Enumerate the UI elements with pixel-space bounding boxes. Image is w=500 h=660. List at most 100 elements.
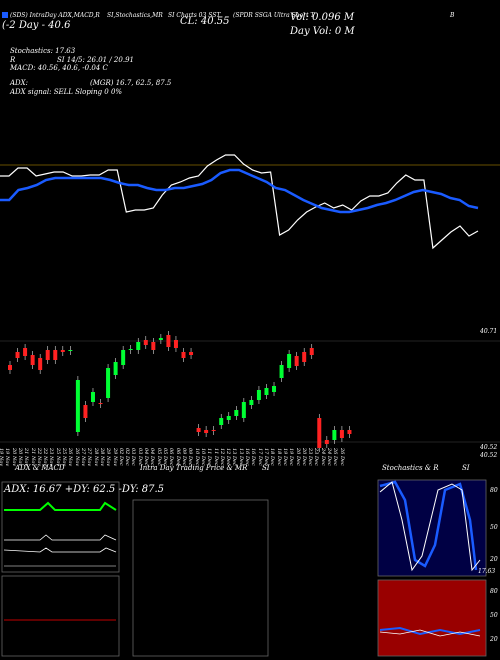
stoch-tick-80: 80 bbox=[490, 487, 498, 494]
candle bbox=[332, 430, 337, 440]
candle bbox=[113, 362, 118, 375]
candle bbox=[151, 342, 156, 350]
price-bottom-label: 40.52 bbox=[480, 444, 498, 451]
date-label: 29 Nov bbox=[105, 448, 112, 467]
date-label: 26 Nov bbox=[73, 448, 80, 467]
candle bbox=[317, 418, 322, 448]
date-label: 26 Dec bbox=[338, 448, 345, 466]
stoch-tick-20: 20 bbox=[490, 556, 498, 563]
candle bbox=[45, 350, 50, 360]
ticker-line: (SDS) IntraDay ADX,MACD,R bbox=[10, 12, 100, 19]
candle bbox=[309, 348, 314, 355]
candle bbox=[121, 350, 126, 365]
date-label: 20 Dec bbox=[300, 448, 307, 466]
candle bbox=[181, 352, 186, 358]
rsi-label: SI 14/5: 26.01 / 20.91 bbox=[57, 56, 134, 64]
candle bbox=[106, 368, 111, 398]
macd-label: MACD: 40.56, 40.6, -0.04 C bbox=[10, 64, 108, 72]
candle bbox=[272, 386, 277, 392]
stoch-white-line bbox=[379, 481, 481, 572]
rsi-tick-80: 80 bbox=[490, 588, 498, 595]
candle bbox=[83, 405, 88, 418]
date-label: 26 Dec bbox=[332, 448, 339, 466]
candle bbox=[128, 349, 133, 350]
candle bbox=[219, 418, 224, 425]
stoch-side-label: 17.63 bbox=[478, 568, 496, 575]
mrsi-panel-title-tail: SI bbox=[262, 464, 270, 472]
candle bbox=[158, 338, 163, 340]
candle bbox=[226, 416, 231, 420]
stoch-panel-title: Stochastics & R bbox=[382, 464, 439, 472]
adx-green-line bbox=[4, 501, 117, 511]
date-label: 18 Dec bbox=[275, 448, 282, 466]
adx-signal: ADX signal: SELL Sloping 0 0% bbox=[10, 88, 123, 96]
candle bbox=[189, 352, 194, 355]
stoch-label: Stochastics: 17.63 bbox=[10, 47, 76, 55]
candle bbox=[60, 350, 65, 352]
rsi-white-line bbox=[379, 629, 481, 637]
ticker-line-tail: B bbox=[450, 12, 455, 19]
ticker-line-right: (SPDR SSGA Ultra Short T bbox=[233, 12, 315, 19]
candle bbox=[204, 430, 209, 433]
vol-label: Vol: 0.096 M bbox=[290, 12, 355, 23]
rsi-tick-50: 50 bbox=[490, 612, 498, 619]
candle bbox=[324, 440, 329, 444]
candle bbox=[339, 430, 344, 438]
adx-white-line bbox=[4, 534, 117, 541]
rsi-blue-line bbox=[379, 626, 481, 636]
indicator-line-white bbox=[0, 154, 479, 250]
stoch-panel-title-tail: SI bbox=[462, 464, 470, 472]
date-label: 28 Nov bbox=[92, 448, 99, 467]
legend-swatch bbox=[2, 12, 8, 20]
date-label: 24 Dec bbox=[319, 448, 326, 466]
indicator-line-blue bbox=[0, 168, 479, 214]
day-label: (-2 Day - 40.6 bbox=[2, 20, 71, 31]
candle bbox=[294, 356, 299, 366]
rsi-tick-20: 20 bbox=[490, 636, 498, 643]
mrsi-panel-title: Intra Day Trading Price & MR bbox=[140, 464, 248, 472]
date-label: 23 Dec bbox=[313, 448, 320, 466]
date-label: 16 Dec bbox=[250, 448, 257, 466]
adx-values: (MGR) 16.7, 62.5, 87.5 bbox=[90, 79, 172, 87]
date-label: 19 Dec bbox=[288, 448, 295, 466]
candle bbox=[15, 352, 20, 358]
candle bbox=[196, 428, 201, 432]
adx-white-line-2 bbox=[3, 547, 117, 553]
adx-panel-title: ADX & MACD bbox=[15, 464, 65, 472]
date-label: 19 Nov bbox=[4, 448, 11, 467]
candle bbox=[23, 348, 28, 356]
candle bbox=[347, 430, 352, 434]
candle bbox=[90, 392, 95, 402]
candle bbox=[302, 352, 307, 362]
candle bbox=[173, 340, 178, 348]
candle bbox=[287, 354, 292, 368]
stoch-tick-50: 50 bbox=[490, 524, 498, 531]
candle bbox=[264, 388, 269, 395]
candle bbox=[143, 340, 148, 345]
adx-label: ADX: bbox=[10, 79, 29, 87]
day-vol-label: Day Vol: 0 M bbox=[290, 26, 355, 37]
date-label: 20 Dec bbox=[294, 448, 301, 466]
date-label: 27 Nov bbox=[86, 448, 93, 467]
candle bbox=[136, 342, 141, 350]
candle bbox=[30, 355, 35, 365]
close-label: CL: 40.55 bbox=[180, 16, 230, 27]
adx-panel-label: ADX: 16.67 +DY: 62.5 -DY: 87.5 bbox=[4, 484, 165, 495]
price-top-label: 40.71 bbox=[480, 328, 498, 335]
candle bbox=[166, 335, 171, 347]
candle bbox=[234, 410, 239, 416]
ticker-line-mid: SI,Stochastics,MR bbox=[107, 12, 163, 19]
candle bbox=[249, 400, 254, 405]
candle bbox=[211, 430, 216, 431]
rsi-prefix: R bbox=[10, 56, 16, 64]
date-label: 19 Dec bbox=[281, 448, 288, 466]
date-label: 18 Dec bbox=[269, 448, 276, 466]
candle bbox=[38, 358, 43, 370]
candle bbox=[75, 380, 80, 432]
date-label: 02 Dec bbox=[117, 448, 124, 466]
date-label: 26 Nov bbox=[67, 448, 74, 467]
candle bbox=[241, 402, 246, 418]
candle bbox=[256, 390, 261, 400]
candle bbox=[53, 350, 58, 360]
